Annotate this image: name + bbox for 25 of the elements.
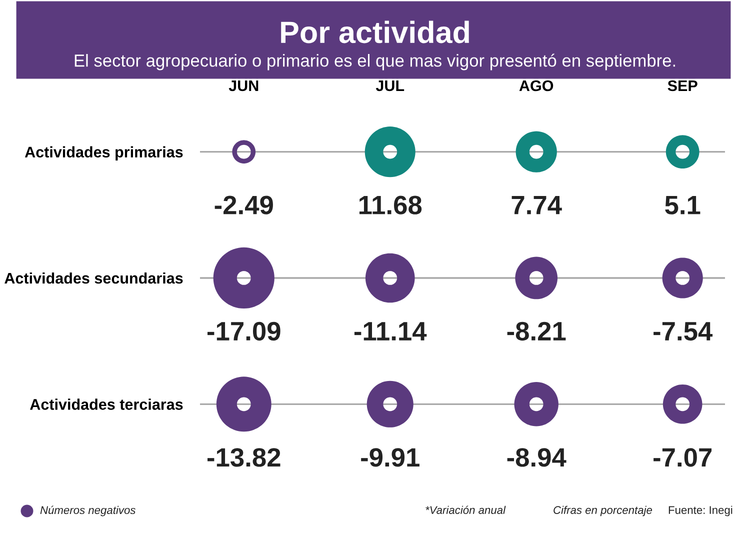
- x-tick-label: JUL: [376, 80, 404, 92]
- text: *Variación anual: [426, 506, 506, 514]
- y-tick-label: Actividades terciaras: [30, 398, 183, 410]
- data-label: 7.74: [512, 196, 562, 214]
- x-tick-label: SEP: [668, 80, 698, 92]
- y-tick-label: Actividades secundarias: [4, 272, 183, 284]
- data-label: 5.1: [665, 196, 700, 214]
- data-label: -2.49: [214, 196, 273, 214]
- data-label: -7.54: [654, 322, 713, 341]
- data-label: -8.21: [507, 322, 566, 341]
- y-tick-label: Actividades primarias: [24, 146, 183, 161]
- data-label: -7.07: [654, 448, 712, 467]
- text: Números negativos: [40, 506, 136, 516]
- data-label: -13.82: [207, 448, 280, 467]
- source-note: Fuente: Inegi: [668, 506, 732, 516]
- data-label: 11.68: [359, 196, 422, 214]
- chart-title: Por actividad: [281, 20, 469, 44]
- data-label: -17.09: [207, 322, 280, 341]
- text: Cifras en porcentaje: [554, 506, 652, 516]
- data-label: -11.14: [354, 322, 427, 340]
- chart-subtitle: El sector agropecuario o primario es el que mas vigor presentó en septiembre.: [74, 54, 675, 70]
- x-tick-label: AGO: [519, 80, 554, 92]
- data-label: -8.94: [507, 448, 566, 467]
- data-label: -9.91: [361, 448, 420, 467]
- x-tick-label: JUN: [228, 80, 258, 92]
